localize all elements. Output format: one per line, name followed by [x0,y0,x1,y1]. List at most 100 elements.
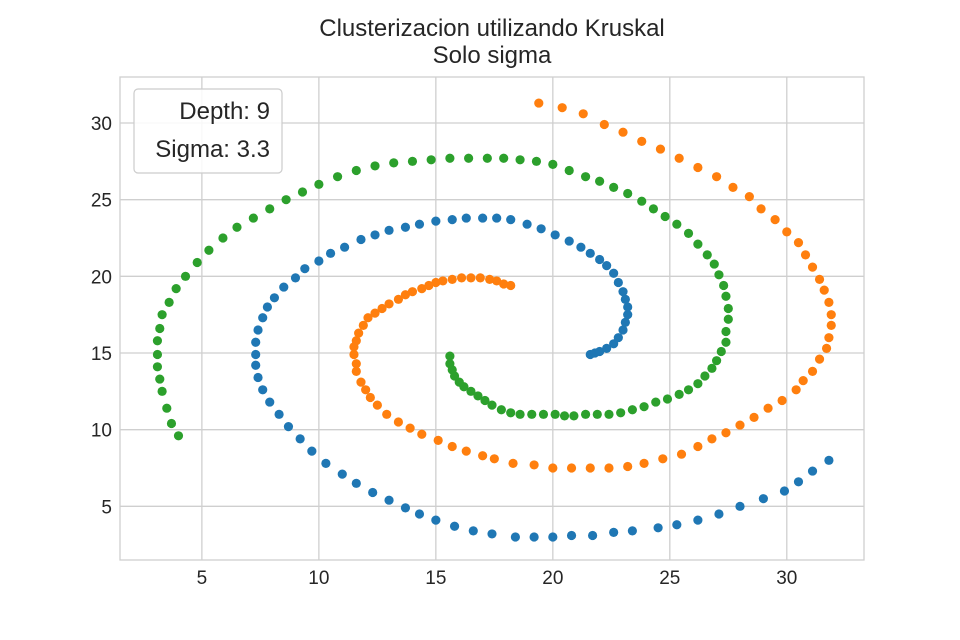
data-point [485,274,495,284]
data-point [683,385,694,395]
data-point [566,463,577,473]
data-point [538,409,549,419]
data-point [819,285,829,295]
data-point [431,515,441,525]
data-point [356,234,366,245]
y-tick-label: 25 [91,191,112,212]
data-point [620,317,630,327]
data-point [405,423,415,433]
data-point [548,159,558,169]
data-point [559,411,570,421]
data-point [499,279,509,289]
data-point [349,349,359,360]
data-point [618,287,628,297]
data-point [456,273,467,283]
data-point [321,458,331,468]
data-point [431,277,441,288]
data-point [826,310,836,320]
data-point [356,377,366,387]
data-point [585,463,595,473]
data-point [487,400,497,410]
data-point [712,172,722,182]
data-point [707,434,717,444]
data-point [232,222,242,232]
data-point [658,454,668,464]
data-point [616,408,626,418]
data-point [478,213,488,223]
data-point [152,362,163,372]
data-point [578,109,588,119]
data-point [162,403,172,413]
data-point [155,374,165,384]
y-tick-label: 5 [101,497,112,518]
data-point [274,409,284,419]
x-tick-label: 30 [776,568,797,589]
data-point [337,469,347,479]
data-point [461,446,471,456]
y-tick-label: 15 [91,344,112,365]
data-point [447,215,457,225]
data-point [779,486,790,496]
data-point [721,326,731,337]
data-point [253,372,263,383]
data-point [351,359,361,369]
data-point [445,153,455,163]
x-tick-label: 10 [308,568,329,589]
data-point [693,441,703,452]
data-point [164,297,174,307]
data-point [447,274,457,284]
data-point [576,242,586,252]
data-point [492,276,502,286]
data-point [171,284,181,294]
data-point [499,153,509,163]
data-point [384,225,394,235]
data-point [613,333,623,343]
data-point [807,366,818,376]
data-point [262,302,272,312]
data-point [314,179,324,189]
data-point [400,290,411,300]
data-point [534,98,544,108]
data-point [265,397,275,407]
data-point [550,230,560,240]
data-point [609,182,619,192]
data-point [693,162,703,173]
y-tick-label: 30 [91,114,112,135]
data-point [719,280,729,291]
data-point [438,276,448,286]
data-point [464,153,474,163]
data-point [297,187,308,197]
data-point [417,284,427,294]
data-point [655,144,666,154]
data-point [623,461,633,472]
data-point [480,395,490,406]
data-point [248,213,258,223]
data-point [180,271,191,281]
data-point [370,230,380,240]
data-point [461,213,471,223]
x-tick-label: 15 [425,568,446,589]
data-point [173,431,184,441]
legend-box [133,88,283,174]
data-point [807,262,818,272]
data-point [627,405,637,415]
data-point [258,313,268,323]
data-point [515,155,525,165]
data-point [506,280,516,291]
data-point [824,297,834,307]
data-point [595,176,605,186]
data-point [735,501,745,511]
data-point [674,389,684,399]
data-point [709,259,719,269]
data-point [826,320,836,330]
data-point [314,256,324,266]
data-point [340,242,350,252]
y-tick-label: 20 [91,267,112,288]
data-point [714,509,724,519]
data-point [363,313,373,323]
data-point [332,172,343,182]
data-point [506,215,516,225]
data-point [653,523,663,533]
data-point [424,280,434,291]
data-point [307,446,317,456]
